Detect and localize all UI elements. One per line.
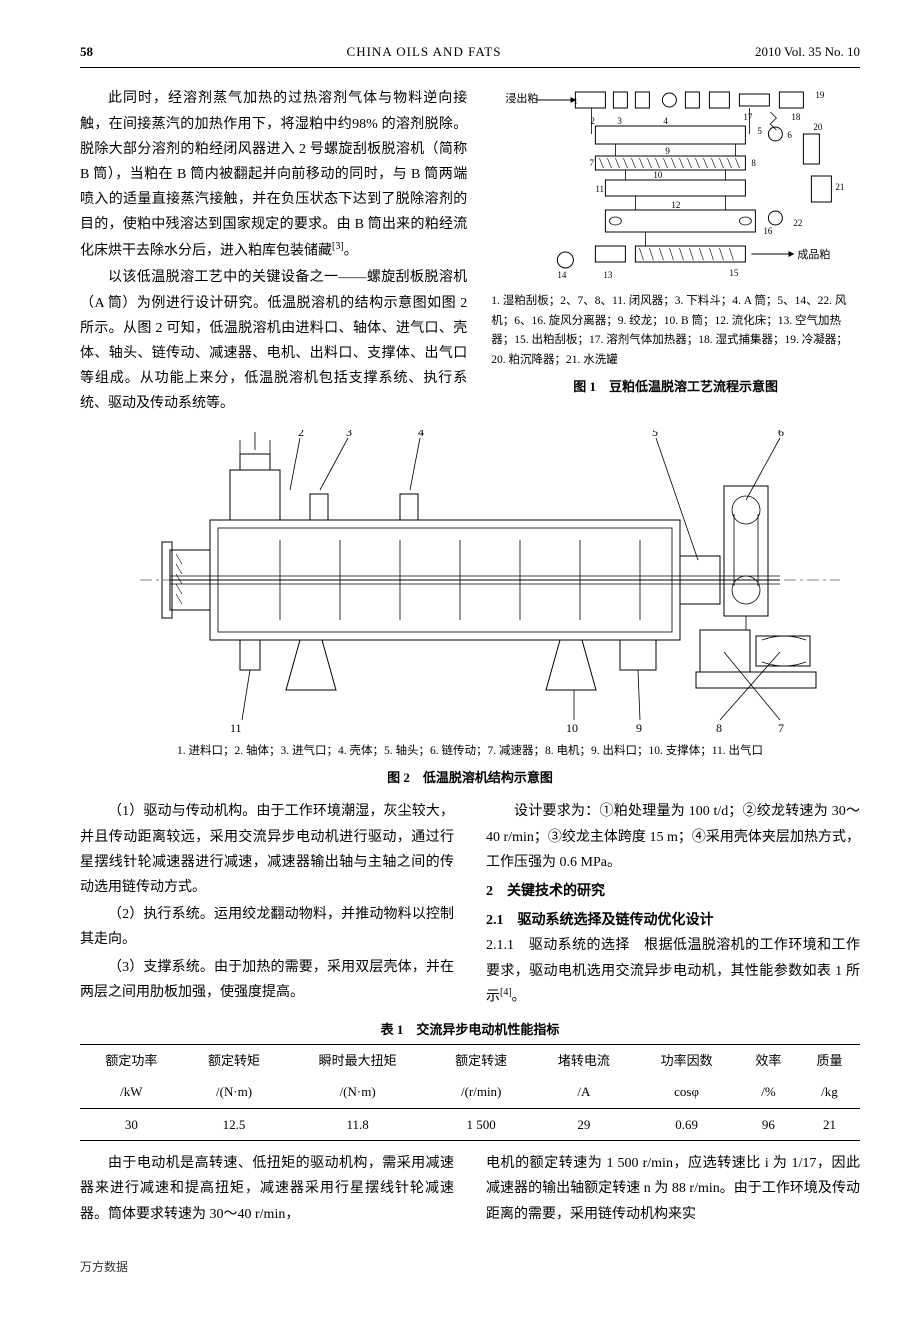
svg-text:17: 17 [744,112,754,122]
item-1: （1）驱动与传动机构。由于工作环境潮湿，灰尘较大，并且传动距离较远，采用交流异步… [80,799,454,900]
svg-text:7: 7 [590,158,595,168]
issue-info: 2010 Vol. 35 No. 10 [755,40,860,63]
lower-right-column: 设计要求为：①粕处理量为 100 t/d；②绞龙转速为 30～40 r/min；… [486,799,860,1011]
figure-2-caption: 图 2 低温脱溶机结构示意图 [80,766,860,789]
svg-text:8: 8 [716,721,722,735]
svg-text:15: 15 [730,268,740,278]
paragraph-1: 此同时，经溶剂蒸气加热的过热溶剂气体与物料逆向接触，在间接蒸汽的加热作用下，将湿… [80,86,467,263]
svg-text:5: 5 [652,430,658,439]
table-1-caption: 表 1 交流异步电动机性能指标 [80,1018,860,1041]
svg-text:18: 18 [792,112,802,122]
svg-text:10: 10 [654,170,664,180]
svg-text:20: 20 [814,122,824,132]
svg-text:1: 1 [574,96,579,106]
svg-text:1: 1 [248,430,254,433]
fig1-inlet-label: 浸出粕 [506,91,539,105]
svg-text:16: 16 [764,226,774,236]
svg-text:6: 6 [778,430,784,439]
section-2-1-1: 2.1.1 驱动系统的选择 根据低温脱溶机的工作环境和工作要求，驱动电机选用交流… [486,933,860,1009]
bottom-right-column: 电机的额定转速为 1 500 r/min，应选转速比 i 为 1/17，因此减速… [486,1151,860,1229]
figure-1-diagram: 浸出粕 19 18 17 4 3 2 1 [491,86,860,286]
figure-1-legend: 1. 湿粕刮板；2、7、8、11. 闭风器；3. 下料斗；4. A 筒；5、14… [491,292,860,370]
bottom-left-column: 由于电动机是高转速、低扭矩的驱动机构，需采用减速器来进行减速和提高扭矩，减速器采… [80,1151,454,1229]
svg-text:10: 10 [566,721,578,735]
svg-text:7: 7 [778,721,784,735]
svg-text:12: 12 [672,200,681,210]
svg-text:13: 13 [604,270,614,280]
page-number: 58 [80,40,93,63]
section-2-1-title: 2.1 驱动系统选择及链传动优化设计 [486,908,860,933]
svg-text:19: 19 [816,90,826,100]
fig1-outlet-label: 成品粕 [798,247,831,261]
table-1: 额定功率 额定转矩 瞬时最大扭矩 额定转速 堵转电流 功率因数 效率 质量 /k… [80,1044,860,1141]
paragraph-2: 以该低温脱溶工艺中的关键设备之一——螺旋刮板脱溶机（A 筒）为例进行设计研究。低… [80,265,467,416]
bottom-left-para: 由于电动机是高转速、低扭矩的驱动机构，需采用减速器来进行减速和提高扭矩，减速器采… [80,1151,454,1227]
ref-4: [4] [500,987,512,998]
figure-1-caption: 图 1 豆粕低温脱溶工艺流程示意图 [491,375,860,398]
svg-text:3: 3 [346,430,352,439]
svg-text:5: 5 [758,126,763,136]
table-header-row-2: /kW /(N·m) /(N·m) /(r/min) /A cosφ /% /k… [80,1076,860,1108]
svg-text:9: 9 [666,146,671,156]
lower-left-column: （1）驱动与传动机构。由于工作环境潮湿，灰尘较大，并且传动距离较远，采用交流异步… [80,799,454,1011]
svg-text:22: 22 [794,218,803,228]
svg-text:8: 8 [752,158,757,168]
section-2-title: 2 关键技术的研究 [486,879,860,904]
item-3: （3）支撑系统。由于加热的需要，采用双层壳体，并在两层之间用肋板加强，使强度提高… [80,955,454,1005]
svg-text:2: 2 [298,430,304,439]
design-requirements: 设计要求为：①粕处理量为 100 t/d；②绞龙转速为 30～40 r/min；… [486,799,860,875]
svg-text:9: 9 [636,721,642,735]
figure-1-block: 浸出粕 19 18 17 4 3 2 1 [491,86,860,418]
svg-text:21: 21 [836,182,845,192]
figure-2-block: 1 2 3 4 5 6 11 10 9 8 7 1. 进料口；2. 轴体；3. … [80,430,860,789]
figure-2-diagram: 1 2 3 4 5 6 11 10 9 8 7 [80,430,860,740]
bottom-right-para: 电机的额定转速为 1 500 r/min，应选转速比 i 为 1/17，因此减速… [486,1151,860,1227]
item-2: （2）执行系统。运用绞龙翻动物料，并推动物料以控制其走向。 [80,902,454,952]
svg-text:3: 3 [618,116,623,126]
svg-text:14: 14 [558,270,568,280]
journal-title: CHINA OILS AND FATS [347,40,502,63]
figure-2-legend: 1. 进料口；2. 轴体；3. 进气口；4. 壳体；5. 轴头；6. 链传动；7… [80,742,860,762]
svg-text:11: 11 [596,184,605,194]
table-header-row-1: 额定功率 额定转矩 瞬时最大扭矩 额定转速 堵转电流 功率因数 效率 质量 [80,1044,860,1076]
svg-text:4: 4 [664,116,669,126]
ref-3: [3] [332,241,344,252]
svg-text:11: 11 [230,721,242,735]
body-left-column: 此同时，经溶剂蒸气加热的过热溶剂气体与物料逆向接触，在间接蒸汽的加热作用下，将湿… [80,86,467,418]
svg-text:6: 6 [788,130,793,140]
page-header: 58 CHINA OILS AND FATS 2010 Vol. 35 No. … [80,40,860,68]
svg-text:4: 4 [418,430,424,439]
table-row: 30 12.5 11.8 1 500 29 0.69 96 21 [80,1108,860,1140]
footer-source: 万方数据 [80,1257,860,1279]
